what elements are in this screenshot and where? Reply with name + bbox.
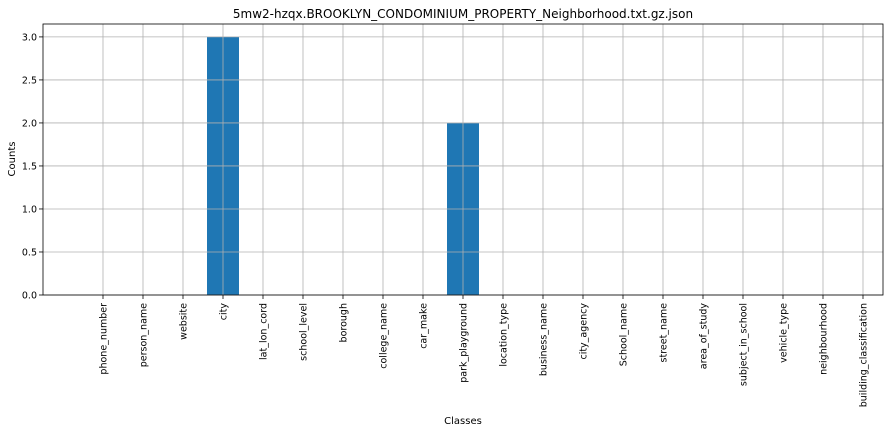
- x-tick-label: School_name: [619, 303, 630, 366]
- x-tick-label: college_name: [379, 303, 390, 369]
- x-tick-label: location_type: [499, 303, 510, 367]
- y-tick-label: 1.0: [22, 204, 37, 215]
- x-tick-label: lat_lon_cord: [259, 303, 270, 360]
- x-tick-label: business_name: [539, 303, 550, 376]
- x-axis-label: Classes: [444, 416, 482, 427]
- x-tick-label: area_of_study: [699, 303, 710, 370]
- x-tick-label: vehicle_type: [779, 303, 790, 363]
- x-tick-label: school_level: [299, 303, 310, 361]
- x-tick-label: website: [179, 303, 190, 340]
- y-tick-label: 0.5: [22, 247, 37, 258]
- x-tick-label: phone_number: [99, 303, 110, 375]
- x-tick-label: park_playground: [459, 303, 470, 383]
- x-tick-label: city_agency: [579, 303, 590, 360]
- y-axis-label: Counts: [7, 142, 18, 177]
- y-tick-label: 2.0: [22, 118, 37, 129]
- y-tick-label: 1.5: [22, 161, 37, 172]
- y-axis-ticks: 0.0 0.5 1.0 1.5 2.0 2.5 3.0: [22, 32, 43, 302]
- y-tick-label: 3.0: [22, 32, 37, 43]
- x-tick-label: neighbourhood: [819, 303, 830, 375]
- x-tick-label: city: [219, 303, 230, 321]
- x-tick-label: borough: [339, 303, 350, 342]
- x-tick-label: building_classification: [859, 303, 870, 407]
- x-axis-ticks: phone_number person_name website city lat_lo…: [99, 295, 870, 407]
- chart-title: 5mw2-hzqx.BROOKLYN_CONDOMINIUM_PROPERTY_…: [233, 7, 693, 21]
- x-tick-label: street_name: [659, 303, 670, 363]
- y-tick-label: 2.5: [22, 75, 37, 86]
- y-tick-label: 0.0: [22, 291, 37, 302]
- x-tick-label: person_name: [139, 303, 150, 367]
- plot-frame: [42, 23, 884, 296]
- grid-lines: [43, 24, 883, 296]
- x-tick-label: subject_in_school: [739, 303, 750, 386]
- x-tick-label: car_make: [419, 303, 430, 349]
